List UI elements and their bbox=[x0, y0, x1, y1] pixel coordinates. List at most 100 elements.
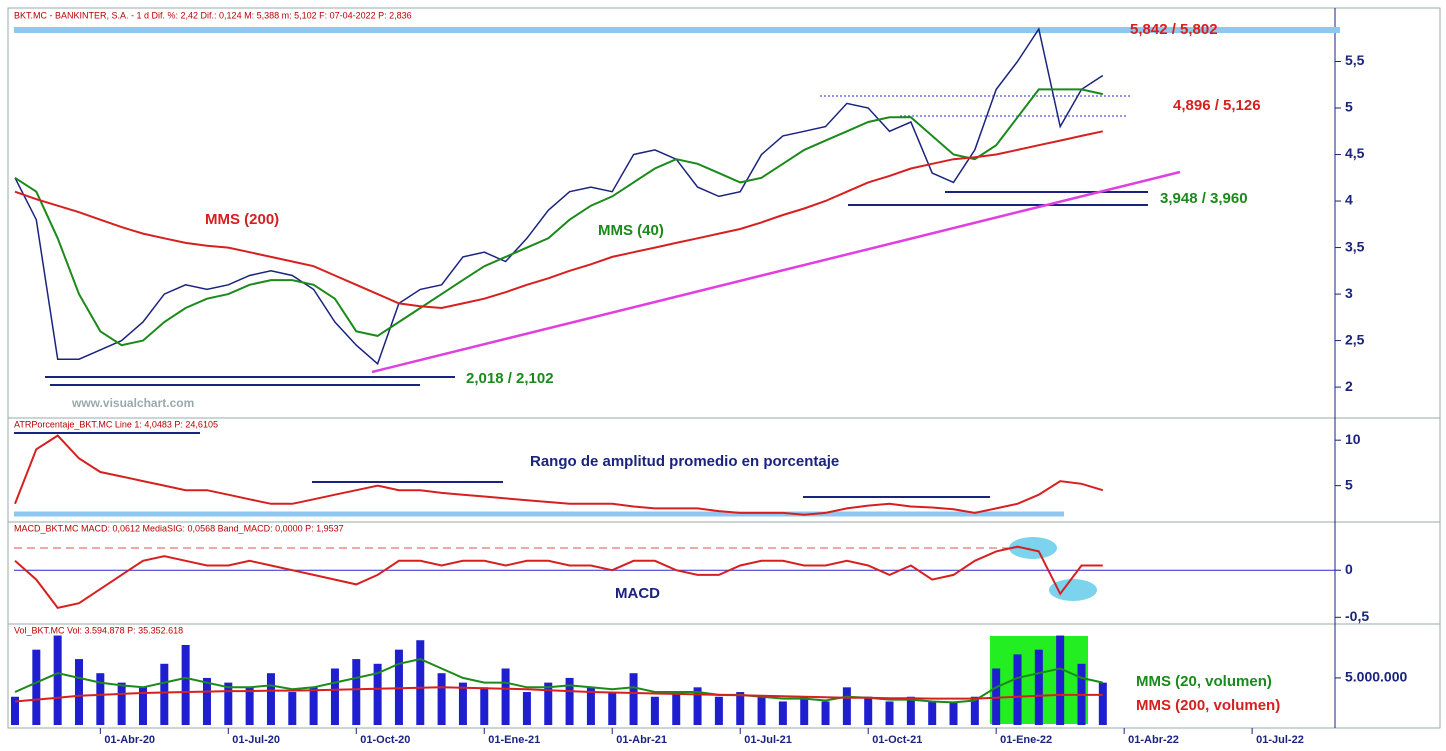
bar bbox=[672, 692, 681, 725]
bar bbox=[330, 668, 339, 725]
x-tick-label: 01-Jul-21 bbox=[744, 734, 792, 746]
trend-line bbox=[371, 170, 1181, 374]
bar bbox=[949, 701, 958, 725]
panel-header: BKT.MC - BANKINTER, S.A. - 1 d Dif. %: 2… bbox=[14, 10, 412, 20]
x-tick-label: 01-Jul-20 bbox=[232, 734, 280, 746]
bar bbox=[117, 682, 126, 725]
y-tick-label: 4,5 bbox=[1345, 145, 1365, 161]
bar bbox=[1056, 635, 1065, 725]
bar bbox=[53, 635, 62, 725]
x-tick-label: 01-Abr-20 bbox=[104, 734, 155, 746]
bar bbox=[288, 692, 297, 725]
bar bbox=[650, 696, 659, 725]
bar bbox=[245, 687, 254, 725]
panel-header: MACD_BKT.MC MACD: 0,0612 MediaSIG: 0,056… bbox=[14, 523, 344, 533]
bar bbox=[11, 696, 19, 725]
y-tick-label: 10 bbox=[1345, 431, 1361, 447]
bar bbox=[693, 687, 702, 725]
x-tick-label: 01-Abr-21 bbox=[616, 734, 667, 746]
bar bbox=[32, 649, 41, 725]
y-tick-label: 3,5 bbox=[1345, 238, 1365, 254]
y-tick-label: 5,5 bbox=[1345, 52, 1365, 68]
y-tick-label: 2 bbox=[1345, 378, 1353, 394]
annotation: Rango de amplitud promedio en porcentaje bbox=[530, 453, 839, 470]
annotation: 2,018 / 2,102 bbox=[466, 370, 554, 387]
annotation: MMS (200) bbox=[205, 211, 279, 228]
bar bbox=[416, 640, 425, 725]
bar bbox=[266, 673, 275, 725]
annotation: 4,896 / 5,126 bbox=[1173, 97, 1261, 114]
bar bbox=[480, 687, 489, 725]
line bbox=[14, 545, 1103, 610]
annotation: MMS (20, volumen) bbox=[1136, 673, 1272, 690]
bar bbox=[757, 696, 766, 725]
y-tick-label: -0,5 bbox=[1345, 608, 1369, 624]
bar bbox=[309, 687, 318, 725]
line bbox=[14, 27, 1104, 366]
bar bbox=[160, 663, 169, 725]
bar bbox=[74, 659, 83, 725]
x-tick-label: 01-Jul-22 bbox=[1256, 734, 1304, 746]
x-tick-label: 01-Oct-20 bbox=[360, 734, 410, 746]
bar bbox=[1013, 654, 1022, 725]
annotation: MACD bbox=[615, 585, 660, 602]
bar bbox=[928, 701, 937, 725]
bar bbox=[373, 663, 382, 725]
bar bbox=[885, 701, 894, 725]
panel-header: Vol_BKT.MC Vol: 3.594.878 P: 35.352.618 bbox=[14, 625, 183, 635]
bar bbox=[501, 668, 510, 725]
line bbox=[14, 686, 1103, 703]
bar bbox=[96, 673, 105, 725]
highlight bbox=[1049, 579, 1097, 601]
y-tick-label: 2,5 bbox=[1345, 331, 1365, 347]
annotation: MMS (200, volumen) bbox=[1136, 697, 1280, 714]
panel-frame bbox=[7, 623, 1441, 729]
bar bbox=[586, 687, 595, 725]
bar bbox=[629, 673, 638, 725]
y-tick-label: 3 bbox=[1345, 285, 1353, 301]
bar bbox=[1034, 649, 1043, 725]
bar bbox=[714, 696, 723, 725]
bar bbox=[970, 696, 979, 725]
bar bbox=[842, 687, 851, 725]
panel-header: ATRPorcentaje_BKT.MC Line 1: 4,0483 P: 2… bbox=[14, 419, 218, 429]
bar bbox=[458, 682, 467, 725]
bar bbox=[778, 701, 787, 725]
x-tick-label: 01-Ene-22 bbox=[1000, 734, 1052, 746]
bar bbox=[864, 696, 873, 725]
watermark: www.visualchart.com bbox=[71, 396, 194, 410]
line bbox=[14, 130, 1104, 310]
line bbox=[14, 88, 1104, 347]
bar bbox=[181, 644, 190, 725]
x-tick-label: 01-Oct-21 bbox=[872, 734, 922, 746]
bar bbox=[565, 677, 574, 725]
y-tick-label: 5 bbox=[1345, 99, 1353, 115]
line bbox=[14, 658, 1104, 704]
bar bbox=[736, 692, 745, 725]
bar bbox=[224, 682, 233, 725]
x-tick-label: 01-Abr-22 bbox=[1128, 734, 1179, 746]
annotation: 5,842 / 5,802 bbox=[1130, 21, 1218, 38]
bar bbox=[544, 682, 553, 725]
y-tick-label: 4 bbox=[1345, 192, 1353, 208]
bar bbox=[608, 692, 617, 725]
bar bbox=[202, 677, 211, 725]
bar bbox=[906, 696, 915, 725]
y-tick-label: 5 bbox=[1345, 476, 1353, 492]
bar bbox=[352, 659, 361, 725]
bar bbox=[1098, 682, 1107, 725]
bar bbox=[437, 673, 446, 725]
x-tick-label: 01-Ene-21 bbox=[488, 734, 540, 746]
line bbox=[14, 434, 1104, 516]
bar bbox=[138, 687, 147, 725]
y-tick-label: 0 bbox=[1345, 561, 1353, 577]
bar bbox=[522, 692, 531, 725]
bar bbox=[821, 701, 830, 725]
annotation: 3,948 / 3,960 bbox=[1160, 190, 1248, 207]
y-tick-label: 5.000.000 bbox=[1345, 669, 1407, 685]
bar bbox=[800, 696, 809, 725]
highlight bbox=[1009, 537, 1057, 559]
annotation: MMS (40) bbox=[598, 222, 664, 239]
